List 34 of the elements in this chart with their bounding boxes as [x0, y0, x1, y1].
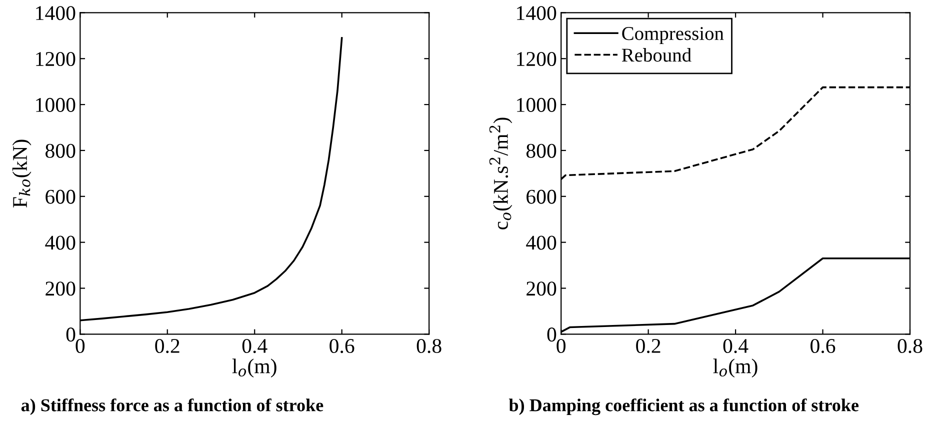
- x-tick-label: 0.2: [636, 338, 660, 354]
- y-tick-label: 600: [46, 190, 76, 204]
- x-axis-title: l$_{o}$(m): [232, 358, 276, 378]
- x-tick-label: 0: [556, 338, 566, 353]
- y-tick-label: 200: [46, 282, 76, 296]
- y-tick-label: 1000: [36, 98, 76, 112]
- legend-label: Compression: [622, 27, 724, 44]
- x-tick-label: 0: [76, 338, 85, 353]
- y-tick-label: 1000: [517, 98, 556, 112]
- y-tick-label: 200: [526, 282, 556, 296]
- y-axis-title: c$_{o}$(kN.s$^{2}$/m$^{2}$): [489, 118, 512, 230]
- y-tick-label: 1400: [36, 6, 76, 20]
- text: a) Stiffness force as a function of stroke: [21, 398, 324, 416]
- x-tick-label: 0.2: [155, 338, 180, 354]
- y-tick-label: 1200: [36, 52, 76, 66]
- x-tick-label: 0.4: [242, 338, 268, 354]
- y-tick-label: 800: [46, 144, 76, 158]
- x-tick-label: 0.8: [898, 338, 922, 354]
- y-tick-label: 1200: [517, 52, 556, 66]
- legend-label: Rebound: [622, 48, 692, 62]
- x-axis-title: l$_{o}$(m): [713, 358, 758, 378]
- y-tick-label: 400: [45, 236, 76, 250]
- x-tick-label: 0.6: [330, 338, 354, 354]
- y-tick-label: 1400: [517, 6, 556, 20]
- y-tick-label: 600: [526, 190, 556, 204]
- y-tick-label: 0: [547, 328, 556, 342]
- y-tick-label: 0: [66, 328, 76, 342]
- x-tick-label: 0.8: [416, 338, 442, 354]
- y-tick-label: 400: [526, 236, 556, 250]
- y-tick-label: 800: [526, 144, 556, 158]
- y-axis-title: F$_{ko}$(kN): [12, 140, 32, 208]
- text: b) Damping coefficient as a function of stroke: [508, 398, 859, 416]
- x-tick-label: 0.6: [810, 338, 836, 354]
- x-tick-label: 0.4: [723, 338, 748, 354]
